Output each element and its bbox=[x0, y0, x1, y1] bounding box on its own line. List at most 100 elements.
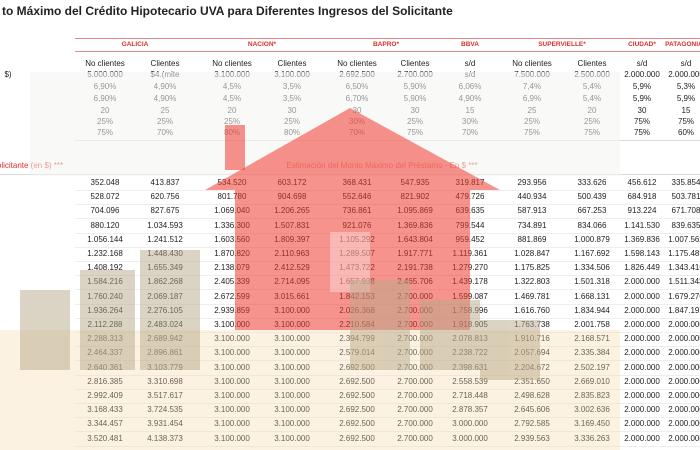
loan-cell: 587.913 bbox=[517, 206, 547, 216]
rule bbox=[75, 360, 700, 362]
loan-cell: 2.398.631 bbox=[452, 362, 488, 372]
loan-cell: 1.917.771 bbox=[397, 249, 433, 258]
loan-cell: 1.322.803 bbox=[514, 277, 550, 287]
loan-cell: 1.069.040 bbox=[214, 206, 250, 216]
loan-cell: 2.672.599 bbox=[214, 291, 250, 301]
loan-cell: 2.069.187 bbox=[147, 291, 183, 301]
loan-cell: 319.817 bbox=[455, 178, 485, 187]
loan-cell: 2.112.288 bbox=[87, 320, 123, 329]
loan-cell: 547.935 bbox=[400, 178, 430, 187]
condition-cell: 3.100.000 bbox=[214, 70, 250, 79]
condition-cell: 6,9% bbox=[522, 94, 542, 103]
loan-cell: 2.210.584 bbox=[339, 320, 375, 329]
condition-cell: 25% bbox=[223, 117, 241, 126]
loan-cell: 1.034.593 bbox=[147, 220, 183, 230]
loan-cell: 2.792.585 bbox=[514, 419, 550, 429]
loan-cell: 684.918 bbox=[627, 192, 657, 202]
loan-cell: 1.289.507 bbox=[339, 249, 375, 258]
loan-cell: 1.809.397 bbox=[274, 234, 310, 244]
loan-cell: 671.708 bbox=[671, 206, 700, 216]
loan-cell: 2.000.000 bbox=[624, 348, 660, 358]
loan-cell: 2.992.409 bbox=[87, 391, 123, 400]
condition-cell: 25% bbox=[406, 117, 424, 126]
loan-cell: 1.758.996 bbox=[452, 305, 488, 315]
loan-cell: 1.473.722 bbox=[339, 263, 375, 273]
loan-cell: 3.169.450 bbox=[574, 419, 610, 429]
loan-cell: 2.700.000 bbox=[397, 391, 433, 400]
condition-cell: 3,5% bbox=[282, 94, 302, 103]
loan-cell: 3.100.000 bbox=[274, 419, 310, 429]
loan-cell: 335.854 bbox=[671, 178, 700, 187]
loan-cell: 2.078.813 bbox=[452, 334, 488, 344]
loan-cell: 552.646 bbox=[342, 192, 372, 202]
loan-cell: 2.168.571 bbox=[574, 334, 610, 344]
loan-cell: 2.896.861 bbox=[147, 348, 183, 358]
loan-cell: 3.100.000 bbox=[214, 433, 250, 443]
condition-cell: 75% bbox=[583, 128, 601, 137]
loan-cell: 3.100.000 bbox=[214, 391, 250, 400]
loan-cell: 2.405.339 bbox=[214, 277, 250, 287]
condition-cell: 6,90% bbox=[93, 82, 117, 91]
loan-cell: 3.100.000 bbox=[274, 348, 310, 358]
condition-cell: 6,70% bbox=[345, 94, 369, 103]
condition-cell: 60% bbox=[677, 128, 695, 137]
loan-cell: 2.816.385 bbox=[87, 376, 123, 386]
condition-cell: 3.100.000 bbox=[274, 70, 310, 79]
loan-cell: 1.657.938 bbox=[339, 277, 375, 287]
bank-name: CIUDAD* bbox=[628, 41, 656, 48]
loan-cell: 2.700.000 bbox=[397, 348, 433, 358]
loan-cell: 534.520 bbox=[217, 178, 247, 187]
loan-cell: 704.096 bbox=[90, 206, 120, 216]
loan-cell: 479.726 bbox=[455, 192, 485, 202]
loan-cell: 2.645.606 bbox=[514, 405, 550, 415]
loan-cell: 736.861 bbox=[342, 206, 372, 216]
condition-cell: 75% bbox=[677, 117, 695, 126]
loan-cell: 1.834.944 bbox=[574, 305, 610, 315]
rule bbox=[75, 303, 700, 305]
loan-cell: 959.452 bbox=[455, 234, 485, 244]
client-type: No clientes bbox=[212, 59, 252, 68]
condition-cell: 30 bbox=[637, 106, 647, 115]
loan-cell: 1.167.692 bbox=[574, 249, 610, 258]
loan-cell: 2.700.000 bbox=[397, 305, 433, 315]
condition-cell: 30 bbox=[352, 106, 362, 115]
loan-cell: 1.598.143 bbox=[624, 249, 660, 258]
rule bbox=[75, 374, 700, 376]
loan-cell: 3.100.000 bbox=[214, 376, 250, 386]
loan-cell: 2.483.024 bbox=[147, 320, 183, 329]
loan-cell: 1.095.869 bbox=[397, 206, 433, 216]
loan-cell: 1.826.449 bbox=[624, 263, 660, 273]
loan-cell: 1.599.087 bbox=[452, 291, 488, 301]
rule bbox=[75, 417, 700, 419]
loan-cell: 2.000.000 bbox=[624, 391, 660, 400]
condition-cell: 25 bbox=[160, 106, 170, 115]
loan-cell: 503.781 bbox=[671, 192, 700, 202]
loan-cell: 667.253 bbox=[577, 206, 607, 216]
loan-cell: 1.643.804 bbox=[397, 234, 433, 244]
loan-cell: 827.675 bbox=[150, 206, 180, 216]
condition-cell: 25% bbox=[583, 117, 601, 126]
loan-cell: 3.100.000 bbox=[274, 320, 310, 329]
loan-cell: 2.001.758 bbox=[574, 320, 610, 329]
loan-cell: 3.100.000 bbox=[274, 362, 310, 372]
condition-cell: 7.500.000 bbox=[514, 70, 550, 79]
loan-cell: 1.584.216 bbox=[87, 277, 123, 287]
condition-cell: 6,06% bbox=[458, 82, 482, 91]
rule bbox=[75, 431, 700, 433]
rule bbox=[75, 403, 700, 404]
loan-cell: 2.502.197 bbox=[574, 362, 610, 372]
loan-cell: 2.700.000 bbox=[397, 376, 433, 386]
loan-cell: 2.000.000 bbox=[624, 320, 660, 329]
condition-cell: 2.000.000 bbox=[668, 70, 700, 79]
loan-cell: 1.511.343 bbox=[668, 277, 700, 287]
loan-cell: 620.756 bbox=[150, 192, 180, 202]
loan-cell: 2.000.000 bbox=[668, 419, 700, 429]
condition-cell: 4,90% bbox=[153, 82, 177, 91]
loan-cell: 1.141.530 bbox=[624, 220, 660, 230]
loan-cell: 1.760.240 bbox=[87, 291, 123, 301]
loan-cell: 1.206.265 bbox=[274, 206, 310, 216]
client-type: s/d bbox=[636, 59, 648, 68]
client-type: No clientes bbox=[85, 59, 125, 68]
condition-cell: 5.000.000 bbox=[87, 70, 123, 79]
loan-cell: 1.105.292 bbox=[339, 234, 375, 244]
